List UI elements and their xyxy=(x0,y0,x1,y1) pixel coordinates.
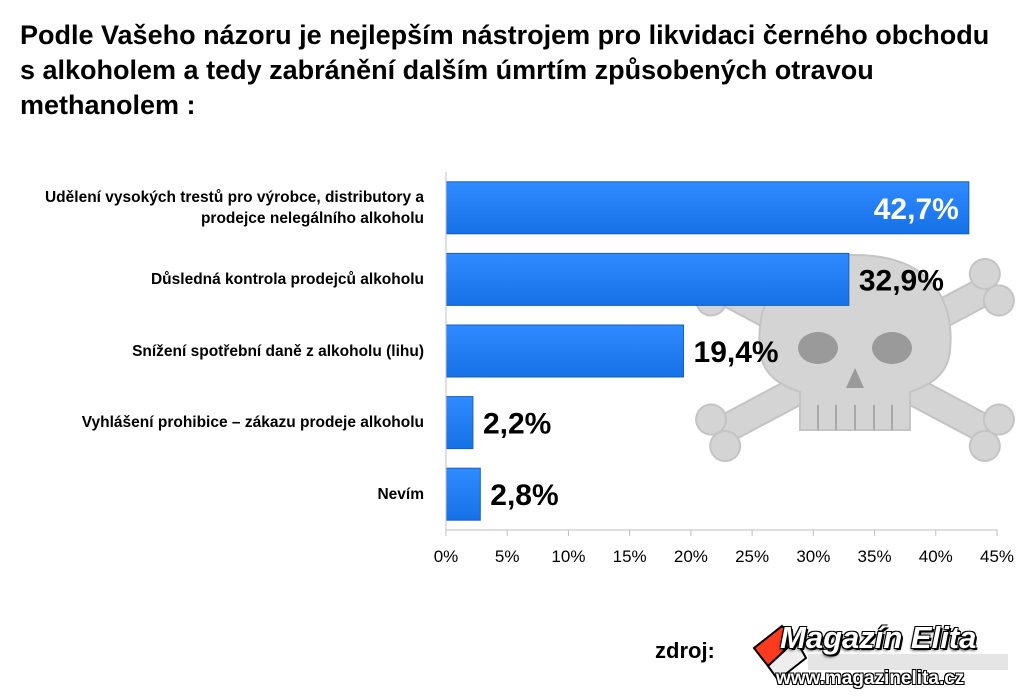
logo-title: Magazín Elita xyxy=(780,620,977,655)
bar-4 xyxy=(445,467,481,521)
category-label-0: Udělení vysokých trestů pro výrobce, dis… xyxy=(44,188,424,227)
chart-title: Podle Vašeho názoru je nejlepším nástroj… xyxy=(20,20,990,120)
value-label-0: 42,7% xyxy=(874,193,959,226)
bar-3 xyxy=(445,396,474,450)
category-label-3: Vyhlášení prohibice – zákazu prodeje alk… xyxy=(81,414,424,432)
x-tick-label-6: 30% xyxy=(796,547,830,566)
category-label-1: Důsledná kontrola prodejců alkoholu xyxy=(150,270,424,288)
x-tick-label-7: 35% xyxy=(858,547,892,566)
value-label-3: 2,2% xyxy=(483,408,551,441)
category-label-4: Nevím xyxy=(377,485,424,503)
logo-emblem xyxy=(752,624,1008,682)
logo: Magazín Elita www.magazinelita.cz xyxy=(748,618,1018,696)
x-tick-label-1: 5% xyxy=(495,547,520,566)
bar-1 xyxy=(445,252,850,306)
value-label-2: 19,4% xyxy=(694,336,779,369)
bar-2 xyxy=(445,324,685,378)
x-tick-label-0: 0% xyxy=(434,547,459,566)
x-tick-label-2: 10% xyxy=(551,547,585,566)
x-tick-label-9: 45% xyxy=(980,547,1014,566)
value-label-1: 32,9% xyxy=(859,264,944,297)
source-label: zdroj: xyxy=(655,638,715,663)
x-tick-label-8: 40% xyxy=(919,547,953,566)
x-tick-label-3: 15% xyxy=(613,547,647,566)
bar-0 xyxy=(445,181,970,235)
logo-url[interactable]: www.magazinelita.cz xyxy=(776,668,965,689)
x-tick-label-4: 20% xyxy=(674,547,708,566)
value-label-4: 2,8% xyxy=(490,479,558,512)
category-label-2: Snížení spotřební daně z alkoholu (lihu) xyxy=(132,342,424,360)
x-tick-label-5: 25% xyxy=(735,547,769,566)
